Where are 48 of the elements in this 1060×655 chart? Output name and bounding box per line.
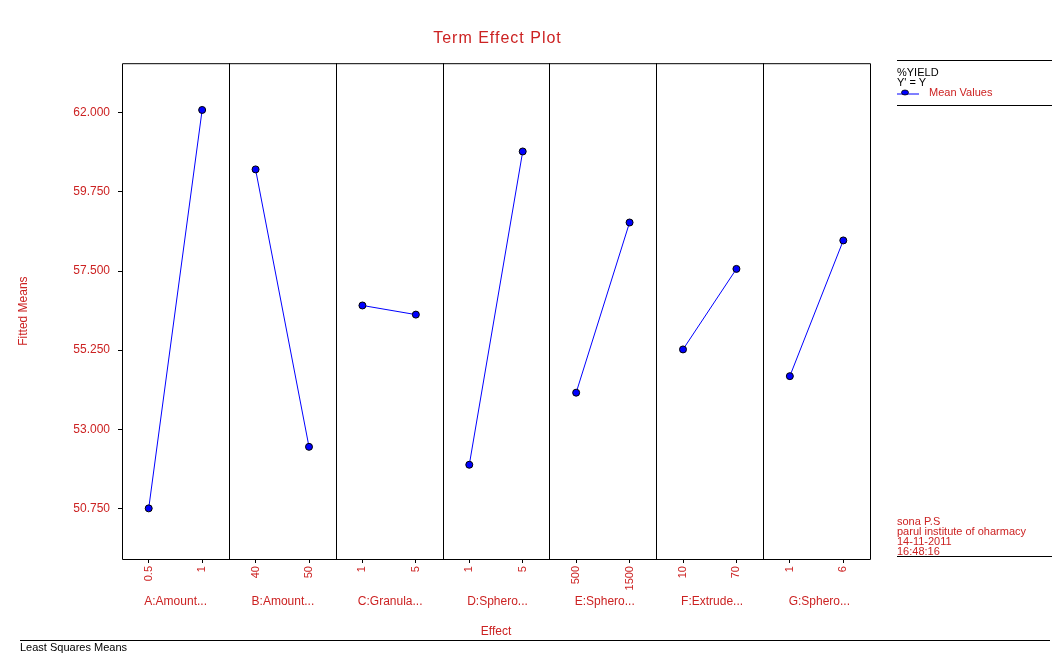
- text: B:Amount...: [250, 594, 316, 608]
- x-tick-label: 5: [408, 566, 421, 573]
- x-tick-label: 1500: [622, 566, 635, 591]
- x-tick-label: 50: [302, 566, 315, 579]
- point: [358, 301, 367, 310]
- x-tick-label: 1: [355, 566, 368, 573]
- point: [518, 147, 527, 156]
- text: E:Sphero...: [573, 594, 636, 608]
- text: sona P.S parul institute of oharmacy 14-11-2011 16:48:16: [897, 515, 1052, 557]
- point: [198, 105, 207, 114]
- x-tick-label: 1: [462, 566, 475, 573]
- point: [465, 460, 474, 469]
- point: [411, 310, 420, 319]
- text: F:Extrude...: [680, 594, 745, 608]
- y-tick-label: 55.250: [73, 342, 111, 357]
- x-tick-label: 1: [782, 566, 795, 573]
- point: [305, 442, 313, 451]
- point: [732, 264, 741, 273]
- legend-title: %YIELD Y' = Y: [897, 66, 940, 88]
- x-tick-label: 500: [569, 566, 582, 585]
- point: [251, 165, 260, 174]
- legend-label: Mean Values: [929, 86, 993, 98]
- y-axis-title: Fitted Means: [15, 276, 30, 346]
- y-tick-label: 57.500: [73, 263, 111, 278]
- text: C:Granula...: [356, 594, 424, 608]
- x-tick-label: 1: [195, 566, 208, 573]
- point: [839, 236, 848, 245]
- point: [679, 345, 687, 354]
- y-tick-label: 53.000: [73, 421, 111, 436]
- text: Least Squares Means: [20, 640, 1050, 653]
- x-tick-label: 6: [836, 566, 849, 573]
- text: A:Amount...: [143, 594, 208, 608]
- text: G:Sphero...: [787, 594, 852, 608]
- point: [144, 504, 153, 513]
- x-tick-label: 0.5: [141, 566, 154, 582]
- x-tick-label: 70: [729, 566, 742, 579]
- y-tick-label: 62.000: [73, 105, 111, 120]
- y-tick-label: 59.750: [73, 184, 111, 199]
- x-tick-label: 10: [676, 566, 689, 579]
- point: [625, 218, 634, 227]
- chart-title: Term Effect Plot: [432, 29, 563, 47]
- y-tick-label: 50.750: [73, 500, 111, 515]
- x-tick-label: 5: [515, 566, 528, 573]
- point: [785, 372, 794, 381]
- text: D:Sphero...: [466, 594, 529, 608]
- x-axis-title: Effect: [480, 624, 512, 639]
- point: [572, 388, 581, 397]
- x-tick-label: 40: [248, 566, 261, 579]
